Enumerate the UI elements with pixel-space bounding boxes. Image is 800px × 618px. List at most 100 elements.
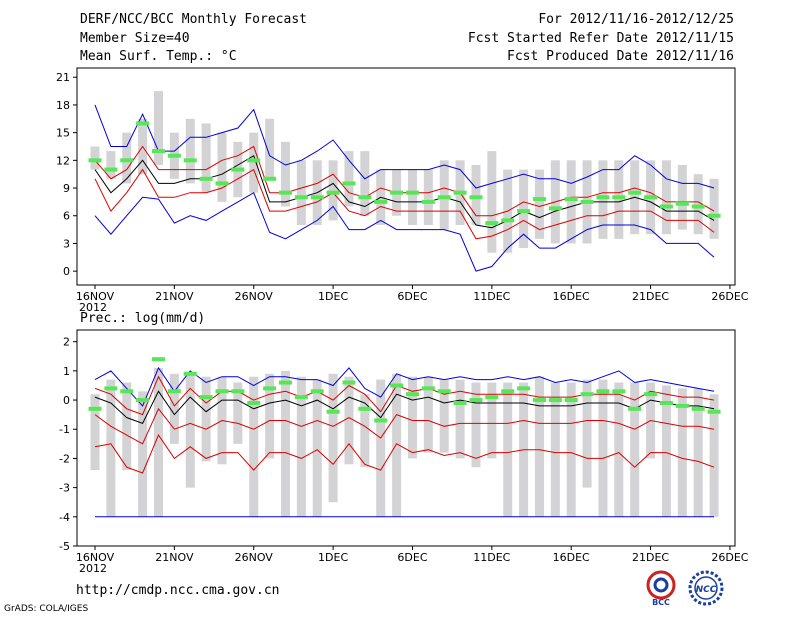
ensemble-box xyxy=(407,169,417,225)
ensemble-box xyxy=(185,373,195,488)
y-tick-label: 12 xyxy=(56,154,70,167)
outer-high-line xyxy=(94,366,715,407)
ensemble-box xyxy=(614,160,624,239)
ensemble-box xyxy=(693,388,703,517)
chart-title: DERF/NCC/BCC Monthly Forecast xyxy=(80,12,307,27)
ensemble-box xyxy=(534,376,544,517)
observation-marker xyxy=(501,389,515,394)
inner-high-line xyxy=(94,375,715,416)
x-tick-label: 11DEC xyxy=(473,290,510,303)
observation-marker xyxy=(659,204,673,209)
observation-marker xyxy=(358,406,372,411)
x-tick-label: 21DEC xyxy=(632,290,669,303)
observation-marker xyxy=(120,389,134,394)
ensemble-box xyxy=(376,379,386,517)
inner-high-line xyxy=(94,145,715,217)
ensemble-box xyxy=(90,146,100,170)
observation-marker xyxy=(532,197,546,202)
ensemble-box xyxy=(201,123,211,193)
observation-marker xyxy=(485,221,499,226)
ensemble-box xyxy=(169,373,179,444)
observation-marker xyxy=(326,409,340,414)
x-tick-label: 11DEC xyxy=(473,551,510,564)
ensemble-box xyxy=(90,394,100,471)
observation-marker xyxy=(104,386,118,391)
observation-marker xyxy=(390,383,404,388)
observation-marker xyxy=(88,158,102,163)
inner-low-line xyxy=(94,168,715,240)
ensemble-box xyxy=(439,160,449,230)
observation-marker xyxy=(453,400,467,405)
inner-low-line xyxy=(94,407,715,445)
ensemble-box xyxy=(709,178,719,239)
observation-marker xyxy=(183,158,197,163)
y-tick-label: -5 xyxy=(59,540,70,553)
ensemble-box xyxy=(534,169,544,239)
ensemble-box xyxy=(550,382,560,517)
ensemble-box xyxy=(407,376,417,459)
x-tick-label: 6DEC xyxy=(397,551,427,564)
ensemble-box xyxy=(153,367,163,517)
y-tick-label: 9 xyxy=(63,182,70,195)
ensemble-box xyxy=(423,169,433,225)
observation-marker xyxy=(564,197,578,202)
observation-marker xyxy=(437,389,451,394)
observation-marker xyxy=(231,167,245,172)
observation-marker xyxy=(421,386,435,391)
observation-marker xyxy=(342,380,356,385)
ensemble-box xyxy=(677,388,687,517)
x-tick-label: 26DEC xyxy=(711,290,748,303)
observation-marker xyxy=(580,392,594,397)
ensemble-box xyxy=(249,376,259,517)
observation-marker xyxy=(485,395,499,400)
ensemble-mean-line xyxy=(94,390,715,425)
x-tick-label: 21NOV xyxy=(155,290,194,303)
observation-marker xyxy=(358,195,372,200)
ensemble-box xyxy=(201,376,211,462)
observation-marker xyxy=(644,195,658,200)
ensemble-box xyxy=(296,160,306,225)
observation-marker xyxy=(675,403,689,408)
ensemble-box xyxy=(106,151,116,179)
ensemble-box xyxy=(106,379,116,517)
x-tick-label: 26NOV xyxy=(235,551,274,564)
observation-marker xyxy=(405,392,419,397)
ensemble-box xyxy=(344,151,354,207)
plot-frame xyxy=(76,329,736,547)
observation-marker xyxy=(421,199,435,204)
observation-marker xyxy=(612,195,626,200)
website-url[interactable]: http://cmdp.ncc.cma.gov.cn xyxy=(76,583,280,598)
ensemble-mean-line xyxy=(94,154,715,229)
observation-marker xyxy=(437,195,451,200)
observation-marker xyxy=(612,389,626,394)
x-tick-label: 16NOV xyxy=(76,290,115,303)
y-tick-label: 0 xyxy=(63,394,70,407)
ensemble-box xyxy=(661,160,671,235)
ensemble-box xyxy=(471,382,481,468)
x-tick-label: 16DEC xyxy=(553,290,590,303)
ensemble-box xyxy=(566,382,576,517)
x-tick-label: 1DEC xyxy=(318,290,348,303)
y-tick-label: -3 xyxy=(59,482,70,495)
observation-marker xyxy=(263,176,277,181)
observation-marker xyxy=(342,181,356,186)
observation-marker xyxy=(88,406,102,411)
bcc-logo: BCC xyxy=(646,570,676,606)
y-tick-label: 15 xyxy=(56,127,70,140)
y-tick-label: 2 xyxy=(63,336,70,349)
observation-marker xyxy=(167,153,181,158)
ensemble-box xyxy=(296,376,306,517)
observation-marker xyxy=(469,195,483,200)
ensemble-box xyxy=(503,382,513,517)
x-tick-label: 26DEC xyxy=(711,551,748,564)
plot-frame xyxy=(76,67,736,286)
ensemble-box xyxy=(138,391,148,517)
observation-marker xyxy=(548,398,562,403)
ensemble-box xyxy=(265,373,275,459)
ensemble-box xyxy=(185,118,195,184)
ensemble-box xyxy=(582,379,592,488)
observation-marker xyxy=(517,386,531,391)
ensemble-box xyxy=(677,164,687,230)
